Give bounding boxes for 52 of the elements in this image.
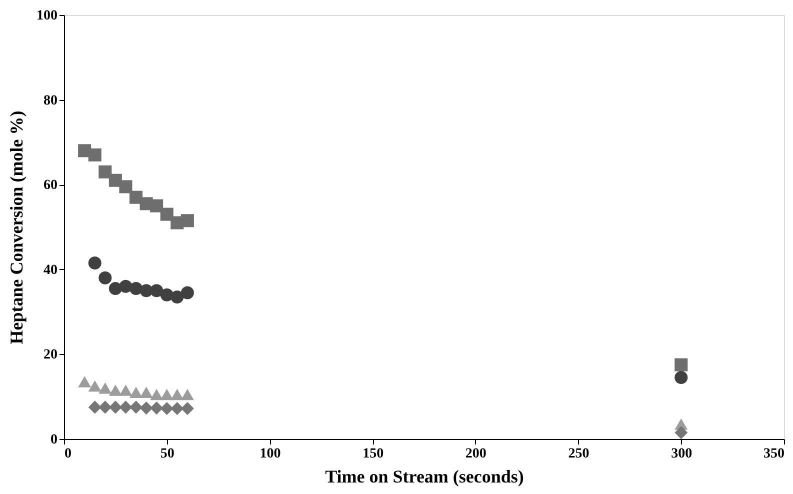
point — [160, 402, 174, 415]
x-tick-label: 150 — [362, 446, 384, 462]
point — [674, 426, 688, 440]
point — [150, 402, 164, 415]
x-tick-label: 300 — [671, 446, 692, 462]
point — [88, 380, 102, 392]
point — [108, 400, 122, 414]
point — [150, 284, 164, 298]
point — [119, 400, 132, 414]
point — [88, 400, 102, 414]
x-tick-label: 100 — [260, 446, 281, 462]
x-tick-label: 0 — [64, 446, 72, 462]
y-tick-label: 0 — [50, 432, 58, 448]
point — [160, 388, 174, 400]
point — [88, 148, 102, 162]
x-tick-label: 350 — [764, 446, 784, 462]
x-tick-label: 200 — [465, 446, 486, 462]
point — [119, 384, 132, 396]
point — [140, 402, 153, 415]
point — [108, 384, 122, 396]
point — [140, 386, 153, 398]
point — [180, 214, 194, 228]
point — [98, 400, 112, 414]
point — [170, 402, 184, 415]
point — [674, 371, 688, 384]
x-tick-label: 250 — [568, 446, 590, 462]
point — [180, 388, 194, 400]
point — [150, 388, 164, 400]
point — [180, 402, 194, 415]
point — [119, 180, 132, 194]
y-axis-title: Heptane Conversion (mole %) — [6, 110, 26, 344]
point — [129, 400, 143, 414]
point — [98, 382, 112, 394]
point — [170, 290, 184, 304]
y-tick-label: 100 — [36, 8, 58, 24]
y-tick-label: 20 — [44, 348, 58, 363]
point — [160, 208, 174, 221]
point — [180, 286, 194, 300]
point — [88, 256, 102, 270]
point — [78, 376, 92, 388]
point — [129, 282, 143, 295]
point — [98, 271, 112, 284]
point — [674, 358, 688, 372]
point — [150, 199, 164, 212]
point — [170, 388, 184, 400]
y-tick-label: 40 — [44, 262, 58, 278]
point — [129, 386, 143, 398]
x-axis-title: Time on Stream (seconds) — [325, 466, 524, 486]
y-tick-label: 80 — [44, 93, 58, 108]
point — [98, 165, 112, 178]
x-tick-label: 50 — [160, 446, 174, 462]
y-tick-label: 60 — [44, 178, 58, 194]
